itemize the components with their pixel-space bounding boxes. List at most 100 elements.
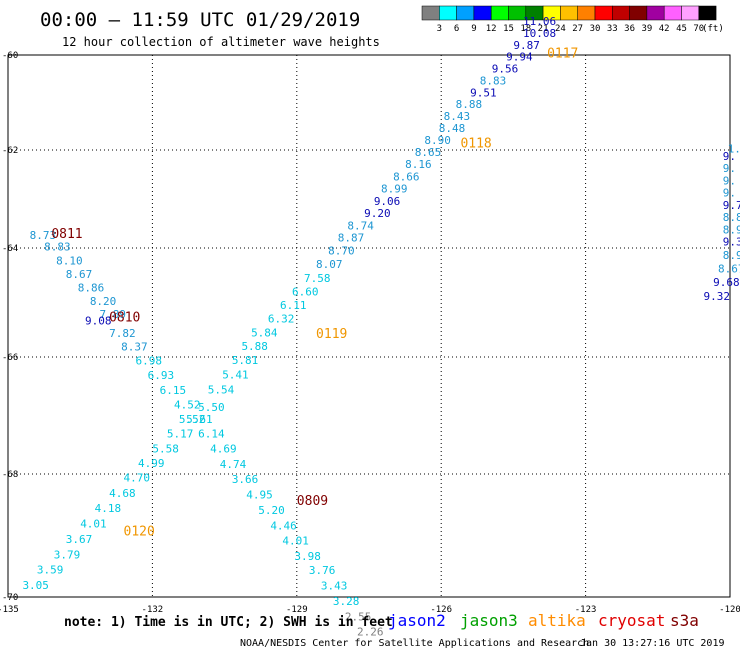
wave-height-value: 9. xyxy=(723,187,736,200)
legend-bin-label: 6 xyxy=(454,24,459,34)
pass-label: 0117 xyxy=(547,46,578,61)
legend-swatch xyxy=(456,5,475,21)
wave-height-value: 2.26 xyxy=(357,626,384,639)
footer-credit: NOAA/NESDIS Center for Satellite Applica… xyxy=(240,638,589,649)
lon-tick-label: -132 xyxy=(142,605,164,615)
wave-height-value: 8.87 xyxy=(338,232,365,245)
legend-swatch xyxy=(663,5,682,21)
wave-height-value: 8.74 xyxy=(347,219,374,232)
wave-height-value: 5.54 xyxy=(208,383,235,396)
footer-note: note: 1) Time is in UTC; 2) SWH is in fe… xyxy=(64,615,393,630)
map-title: 00:00 – 11:59 UTC 01/29/2019 xyxy=(40,9,360,31)
lat-tick-label: -70 xyxy=(2,593,18,603)
wave-height-value: 5.20 xyxy=(258,504,285,517)
wave-height-value: 9. xyxy=(723,150,736,163)
pass-label: 0810 xyxy=(109,311,140,326)
legend-bin-label: 3 xyxy=(437,24,442,34)
wave-height-value: 8.83 xyxy=(44,241,71,254)
wave-height-value: 8.88 xyxy=(456,98,483,111)
wave-height-value: 11.06 xyxy=(523,15,556,28)
lon-tick-label: -135 xyxy=(0,605,19,615)
wave-height-value: 4.01 xyxy=(80,518,107,531)
wave-height-value: 5.41 xyxy=(222,369,249,382)
legend-swatch xyxy=(490,5,509,21)
legend-swatch xyxy=(577,5,596,21)
pass-labels: 0117 0118 0119 0120 0811 0810 0809 xyxy=(51,46,578,539)
wave-height-value: 3.66 xyxy=(232,473,259,486)
lon-tick-label: -123 xyxy=(575,605,597,615)
wave-height-value: 8.65 xyxy=(415,146,442,159)
satellite-name: cryosat xyxy=(598,611,665,630)
wave-height-value: 8.37 xyxy=(121,340,148,353)
wave-height-value: 9.20 xyxy=(364,207,391,220)
legend-swatch xyxy=(439,5,457,21)
wave-height-value: 8.20 xyxy=(90,295,117,308)
wave-height-value: 9.7 xyxy=(723,199,740,212)
legend-unit: (ft) xyxy=(702,24,724,34)
wave-height-legend: 3 6 9 12 15 18 21 24 27 30 33 36 39 42 45 70(ft) xyxy=(421,5,724,34)
wave-height-value: 8.43 xyxy=(444,110,471,123)
wave-height-value: 8.93 xyxy=(723,223,740,236)
wave-height-value: 9.94 xyxy=(506,51,533,64)
wave-height-value: 5.50 xyxy=(198,401,225,414)
wave-height-value: 6.98 xyxy=(136,355,163,368)
wave-height-value: 5.88 xyxy=(241,340,267,353)
satellite-name: jason2 xyxy=(388,611,446,630)
legend-swatch xyxy=(421,5,440,21)
wave-height-value: 7.82 xyxy=(109,327,136,340)
legend-bin-label: 24 xyxy=(555,24,566,34)
legend-bin-label: 39 xyxy=(641,24,652,34)
wave-height-value: 8.16 xyxy=(405,158,432,171)
wave-height-value: 9. xyxy=(723,162,736,175)
wave-height-value: 8.07 xyxy=(316,258,343,271)
legend-bin-label: 9 xyxy=(471,24,476,34)
wave-height-value: 2.55 xyxy=(345,610,372,623)
wave-height-value: 6.93 xyxy=(148,369,175,382)
footer-timestamp: Jan 30 13:27:16 UTC 2019 xyxy=(580,638,725,649)
wave-height-value: 8.67 xyxy=(718,263,740,276)
legend-bin-label: 42 xyxy=(659,24,670,34)
wave-height-value: 3.76 xyxy=(309,564,336,577)
wave-height-value: 8.73 xyxy=(30,229,57,242)
wave-height-value: 8.67 xyxy=(66,268,93,281)
wave-height-value: 9.56 xyxy=(492,63,519,76)
pass-label: 0119 xyxy=(316,327,347,342)
wave-height-value: 3.05 xyxy=(22,579,49,592)
wave-height-value: 4.95 xyxy=(246,489,273,502)
legend-bin-label: 12 xyxy=(486,24,497,34)
wave-height-value: 3.98 xyxy=(294,550,321,563)
legend-bin-label: 21 xyxy=(538,24,549,34)
wave-height-value: 9.06 xyxy=(374,195,401,208)
wave-height-value: 6.32 xyxy=(268,313,295,326)
legend-swatch xyxy=(560,5,578,21)
altimeter-tracks: 3.05 3.59 3.79 3.67 4.01 4.18 4.68 4.704.99 5.58… xyxy=(22,15,740,639)
wave-height-value: 7.58 xyxy=(304,272,331,285)
wave-height-value: 4.01 xyxy=(282,535,309,548)
lon-tick-label: -126 xyxy=(430,605,452,615)
wave-height-value: 3.79 xyxy=(54,548,81,561)
lat-tick-label: -64 xyxy=(2,244,18,254)
lat-tick-label: -66 xyxy=(2,353,18,363)
wave-height-value: 4.46 xyxy=(270,519,297,532)
wave-height-value: 8.90 xyxy=(723,249,740,262)
wave-height-value: 8.48 xyxy=(439,122,466,135)
wave-height-value: 8.86 xyxy=(78,282,105,295)
legend-bin-label: 30 xyxy=(590,24,601,34)
wave-height-value: 4.52 xyxy=(174,398,201,411)
wave-height-value: 9.51 xyxy=(470,86,497,99)
wave-height-value: 3.28 xyxy=(333,595,360,608)
wave-height-value: 5.52 xyxy=(179,413,206,426)
map-subtitle: 12 hour collection of altimeter wave hei… xyxy=(62,35,380,49)
legend-swatch xyxy=(698,5,717,21)
wave-height-value: 10.08 xyxy=(523,27,556,40)
legend-swatch xyxy=(612,5,630,21)
legend-bin-label: 27 xyxy=(572,24,583,34)
satellite-name: altika xyxy=(528,611,586,630)
wave-height-value: 7.89 xyxy=(99,308,126,321)
wave-height-value: 3.59 xyxy=(37,564,64,577)
lon-tick-label: -120 xyxy=(719,605,740,615)
pass-label: 0120 xyxy=(124,525,155,540)
satellite-legend: jason2 jason3 altika cryosat s3a xyxy=(388,611,699,630)
track-ascending: 3.05 3.59 3.79 3.67 4.01 4.18 4.68 4.704.99 5.58… xyxy=(22,15,556,592)
